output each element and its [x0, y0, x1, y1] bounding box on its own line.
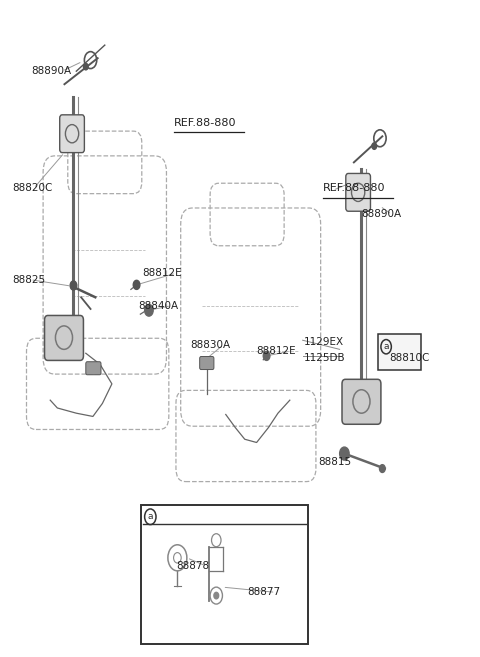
Text: 88812E: 88812E [257, 346, 296, 356]
Text: REF.88-880: REF.88-880 [323, 183, 385, 193]
Text: 88877: 88877 [247, 587, 280, 597]
Circle shape [263, 351, 270, 361]
Circle shape [380, 464, 385, 472]
Text: REF.88-880: REF.88-880 [174, 118, 236, 128]
Circle shape [144, 304, 153, 316]
Circle shape [214, 593, 219, 599]
Circle shape [340, 447, 349, 460]
Text: 88820C: 88820C [12, 183, 53, 193]
FancyBboxPatch shape [346, 173, 371, 212]
Text: 88890A: 88890A [361, 210, 401, 219]
Text: 88810C: 88810C [389, 353, 430, 363]
Circle shape [70, 281, 77, 290]
Circle shape [133, 281, 140, 290]
Text: 88815: 88815 [318, 457, 351, 467]
Text: 88840A: 88840A [138, 301, 178, 311]
Text: 88878: 88878 [176, 561, 209, 572]
Text: 1125DB: 1125DB [304, 353, 346, 363]
Circle shape [372, 143, 377, 149]
Circle shape [84, 63, 88, 70]
FancyBboxPatch shape [45, 315, 84, 361]
FancyBboxPatch shape [60, 115, 84, 152]
FancyBboxPatch shape [86, 362, 101, 374]
FancyBboxPatch shape [141, 505, 308, 644]
FancyBboxPatch shape [378, 334, 421, 370]
Text: a: a [147, 512, 153, 521]
Text: 88812E: 88812E [143, 268, 182, 278]
Text: 88830A: 88830A [190, 340, 230, 350]
Text: 88890A: 88890A [31, 66, 72, 76]
FancyBboxPatch shape [342, 379, 381, 424]
Text: 1129EX: 1129EX [304, 336, 344, 346]
Text: 88825: 88825 [12, 275, 46, 284]
Text: a: a [384, 342, 389, 351]
FancyBboxPatch shape [200, 357, 214, 369]
